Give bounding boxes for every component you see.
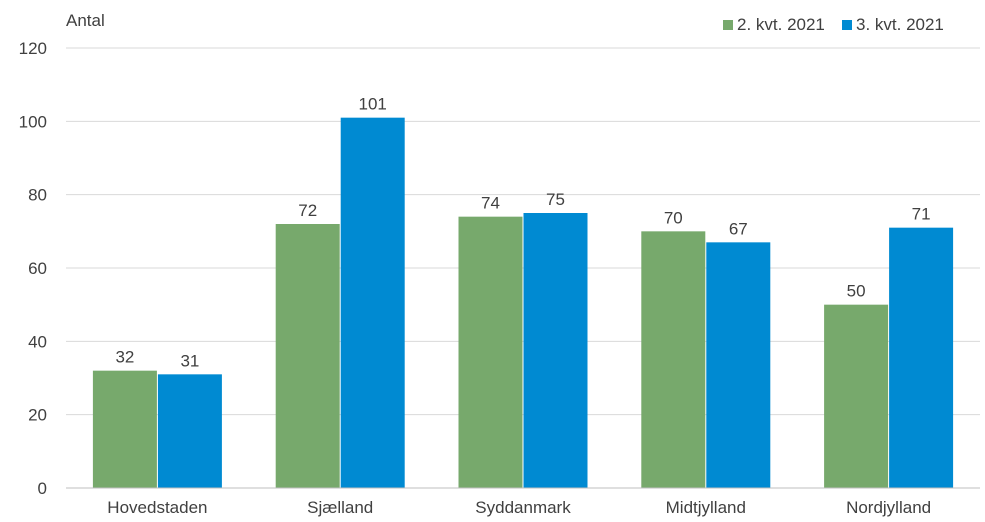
x-category-label: Nordjylland <box>846 498 931 517</box>
y-axis-tick-labels: 0 20 40 60 80 100 120 <box>19 39 47 498</box>
data-label: 32 <box>115 348 134 367</box>
bar-1-sjælland <box>275 224 340 488</box>
y-tick-label: 80 <box>28 186 47 205</box>
legend: 2. kvt. 2021 3. kvt. 2021 <box>723 15 944 34</box>
data-label: 71 <box>912 205 931 224</box>
bar-1-hovedstaden <box>92 370 157 488</box>
x-category-label: Midtjylland <box>666 498 746 517</box>
x-category-label: Sjælland <box>307 498 373 517</box>
data-label: 50 <box>847 282 866 301</box>
data-label: 75 <box>546 190 565 209</box>
data-label: 70 <box>664 208 683 227</box>
data-label: 101 <box>359 95 387 114</box>
y-tick-label: 100 <box>19 112 47 131</box>
bar-2-sjælland <box>340 117 405 489</box>
x-category-label: Hovedstaden <box>107 498 207 517</box>
x-axis-category-labels: Hovedstaden Sjælland Syddanmark Midtjylland… <box>107 498 931 517</box>
y-tick-label: 40 <box>28 332 47 351</box>
y-tick-label: 20 <box>28 406 47 425</box>
legend-swatch <box>723 20 733 30</box>
bar-2-midtjylland <box>706 242 771 488</box>
y-axis-title: Antal <box>66 11 105 30</box>
bar-1-syddanmark <box>458 216 523 488</box>
x-category-label: Syddanmark <box>475 498 571 517</box>
legend-label: 3. kvt. 2021 <box>856 15 944 34</box>
bar-1-nordjylland <box>824 304 889 488</box>
data-labels: 32 31 72 101 74 75 70 67 50 71 <box>115 95 930 371</box>
data-label: 67 <box>729 219 748 238</box>
bar-2-hovedstaden <box>157 374 222 488</box>
y-tick-label: 0 <box>38 479 47 498</box>
bar-1-midtjylland <box>641 231 706 489</box>
bar-2-syddanmark <box>523 213 588 488</box>
legend-swatch <box>842 20 852 30</box>
y-tick-label: 60 <box>28 259 47 278</box>
bars <box>92 117 954 489</box>
data-label: 74 <box>481 194 500 213</box>
bar-2-nordjylland <box>889 227 954 488</box>
legend-label: 2. kvt. 2021 <box>737 15 825 34</box>
data-label: 72 <box>298 201 317 220</box>
y-tick-label: 120 <box>19 39 47 58</box>
data-label: 31 <box>180 351 199 370</box>
